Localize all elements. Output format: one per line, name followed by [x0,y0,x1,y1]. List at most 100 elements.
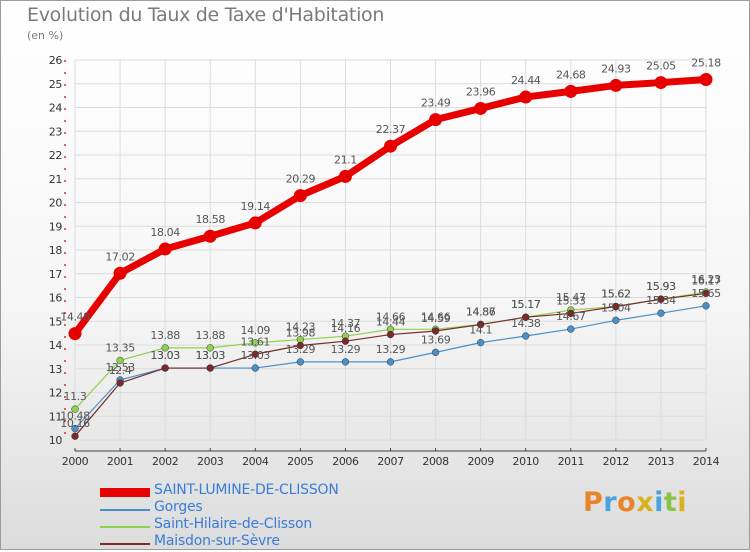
data-label: 25.05 [646,60,676,73]
x-tick-label: 2007 [377,455,404,468]
data-label: 15.33 [556,294,586,307]
data-label: 12.4 [109,364,132,377]
data-point [113,266,127,280]
logo-letter: t [663,487,678,518]
data-label: 15.47 [556,291,586,304]
x-tick-label: 2000 [62,455,89,468]
legend-swatch [100,509,150,511]
grid [74,59,707,441]
data-point [567,325,575,333]
data-label: 15.65 [691,287,721,300]
data-point [251,350,259,358]
data-label: 10.16 [60,417,90,430]
y-tick-label: 21 [49,173,62,186]
data-point [702,289,710,298]
data-label: 14.1 [469,324,492,337]
logo-letter: P [583,487,604,518]
data-label: 13.61 [241,335,271,348]
logo-letter: i [654,487,664,518]
data-label: 24.93 [601,62,631,75]
logo-letter: i [677,487,688,518]
data-label: 15.62 [601,288,631,301]
data-label: 13.29 [331,343,361,356]
data-label: 15.17 [511,298,541,311]
data-point [338,169,352,183]
data-label: 14.16 [331,322,361,335]
data-label: 18.04 [150,226,180,239]
data-point [564,84,578,98]
data-label: 22.37 [376,123,406,136]
data-point [71,432,79,440]
data-label: 14.87 [466,305,496,318]
data-label: 10.48 [60,410,90,423]
data-label: 20.29 [286,173,316,186]
data-point [522,313,530,321]
data-point [519,90,533,104]
data-point [116,379,124,387]
data-point [203,229,217,243]
data-point [476,338,485,347]
y-tick-label: 10 [49,434,63,447]
x-tick-label: 2005 [287,455,314,468]
data-point [296,341,305,350]
data-label: 24.44 [511,74,541,87]
data-point [251,339,259,347]
data-label: 14.09 [241,324,271,337]
y-tick-label: 25 [49,78,63,91]
y-tick-label: 24 [49,102,63,115]
data-label: 13.35 [105,341,135,354]
data-point [296,358,305,366]
logo-letter: r [603,487,618,518]
legend-label: Gorges [154,499,203,515]
data-point [161,344,169,352]
data-point [657,309,665,317]
legend-label: Saint-Hilaire-de-Clisson [154,516,312,532]
y-tick-label: 23 [49,125,63,138]
y-tick-label: 14 [49,339,63,352]
data-point [612,302,620,311]
legend-swatch [100,543,150,545]
data-label: 13.03 [150,349,180,362]
data-label: 13.69 [421,333,451,346]
data-point [612,316,620,324]
data-label: 13.88 [150,329,180,342]
data-point [293,189,307,203]
x-tick-label: 2011 [558,455,584,468]
data-point [206,364,214,372]
data-point [567,309,575,318]
data-label: 11.3 [64,390,87,403]
y-tick-label: 18 [49,244,63,257]
y-tick-label: 13 [49,363,63,376]
data-point [386,358,395,366]
data-label: 24.68 [556,68,586,81]
y-tick-label: 20 [49,197,63,210]
chart-title: Evolution du Taux de Taxe d'Habitation [27,4,385,26]
x-tick-label: 2013 [648,455,675,468]
x-tick-label: 2009 [467,455,494,468]
data-label: 15.93 [646,280,676,293]
data-label: 16.17 [691,274,721,287]
data-label: 13.29 [376,343,406,356]
data-label: 16.23 [691,273,721,286]
data-point [522,332,530,340]
series-lines [68,72,713,440]
data-label: 25.18 [691,56,721,69]
data-label: 21.1 [334,153,357,166]
y-tick-label: 15 [49,315,63,328]
x-tick-label: 2004 [242,455,269,468]
y-tick-label: 26 [49,54,63,67]
data-point [251,364,259,372]
data-label: 18.58 [195,213,225,226]
x-tick-label: 2001 [107,455,133,468]
data-label: 13.98 [286,326,316,339]
data-label: 13.03 [195,349,225,362]
data-point [341,358,350,366]
data-label: 14.37 [331,317,361,330]
data-label: 23.49 [421,97,451,110]
logo-letter: x [636,487,655,518]
data-label: 17.02 [105,250,135,263]
data-point [158,242,172,256]
data-point [71,424,79,433]
data-label: 15.17 [511,298,541,311]
data-point [431,348,440,357]
